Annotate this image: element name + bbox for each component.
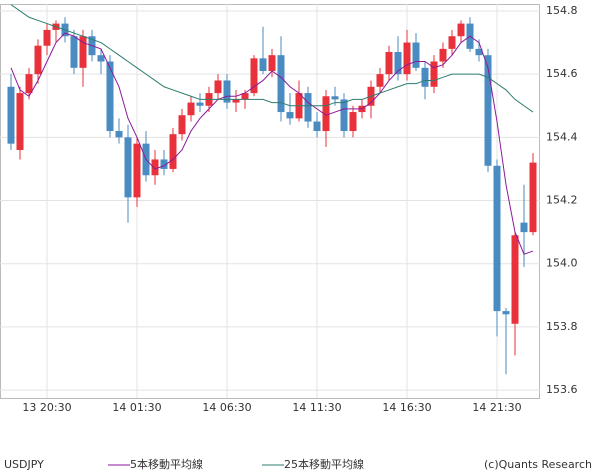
x-tick-label: 13 20:30: [22, 401, 71, 414]
y-tick-label: 154.8: [546, 4, 578, 17]
credit: (c)Quants Research: [484, 458, 592, 471]
candle-body: [331, 96, 339, 100]
candle-body: [178, 115, 186, 135]
candle-body: [196, 102, 204, 106]
legend-label: 5本移動平均線: [130, 457, 203, 471]
candle-body: [241, 93, 249, 100]
candle-body: [385, 52, 393, 75]
candle-body: [493, 165, 501, 312]
candle-body: [106, 61, 114, 132]
candle-body: [430, 61, 438, 87]
candle-body: [421, 67, 429, 87]
candle-body: [16, 93, 24, 150]
candle-body: [520, 222, 528, 233]
candle-body: [34, 45, 42, 75]
candle-body: [223, 80, 231, 103]
candle-body: [232, 99, 240, 103]
y-tick-label: 154.6: [546, 67, 578, 80]
candle-body: [277, 55, 285, 113]
y-tick-label: 153.8: [546, 320, 578, 333]
candle-body: [340, 99, 348, 132]
candle-body: [214, 80, 222, 94]
candle-body: [79, 36, 87, 68]
candle-body: [124, 137, 132, 198]
y-tick-label: 154.2: [546, 194, 578, 207]
candle-body: [484, 55, 492, 166]
x-tick-label: 14 01:30: [112, 401, 161, 414]
y-tick-label: 154.0: [546, 257, 578, 270]
moving-average-line: [10, 32, 534, 255]
candle-body: [529, 162, 537, 233]
candle-body: [160, 159, 168, 169]
moving-average-line: [10, 4, 534, 113]
candle-body: [97, 55, 105, 62]
candle-body: [376, 74, 384, 87]
x-tick-label: 14 16:30: [382, 401, 431, 414]
candle-body: [511, 235, 519, 324]
x-tick-label: 14 06:30: [202, 401, 251, 414]
candle-body: [169, 134, 177, 169]
candle-body: [286, 112, 294, 119]
x-tick-label: 14 21:30: [472, 401, 521, 414]
candle-body: [133, 143, 141, 198]
candle-body: [502, 311, 510, 315]
candle-body: [7, 86, 15, 144]
legend-label: 25本移動平均線: [284, 457, 364, 471]
candle-body: [439, 48, 447, 62]
candle-body: [43, 29, 51, 46]
candle-body: [448, 36, 456, 49]
candle-body: [313, 121, 321, 132]
candle-body: [25, 74, 33, 94]
candle-body: [304, 93, 312, 122]
y-tick-label: 154.4: [546, 130, 578, 143]
candle-body: [412, 42, 420, 68]
candle-body: [250, 58, 258, 94]
candle-body: [349, 112, 357, 132]
x-tick-label: 14 11:30: [292, 401, 341, 414]
candle-body: [70, 36, 78, 68]
candle-body: [259, 58, 267, 71]
candle-body: [394, 52, 402, 75]
candle-body: [403, 42, 411, 75]
candle-body: [151, 159, 159, 176]
y-tick-label: 153.6: [546, 383, 578, 396]
symbol: USDJPY: [4, 458, 44, 471]
candle-body: [457, 23, 465, 37]
candle-body: [322, 96, 330, 132]
candle-body: [187, 102, 195, 116]
candle-body: [115, 131, 123, 138]
candle-body: [268, 55, 276, 71]
candle-body: [475, 48, 483, 56]
